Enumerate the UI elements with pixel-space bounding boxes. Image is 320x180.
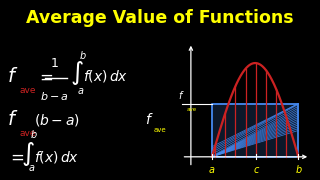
Text: ave: ave bbox=[20, 86, 36, 95]
Text: $(b-a)$: $(b-a)$ bbox=[34, 112, 80, 127]
Text: $f$: $f$ bbox=[145, 112, 153, 127]
Text: $f$: $f$ bbox=[7, 67, 19, 86]
Text: $a$: $a$ bbox=[77, 86, 84, 96]
Text: Average Value of Functions: Average Value of Functions bbox=[26, 9, 294, 27]
Text: c: c bbox=[254, 165, 259, 175]
Text: $b$: $b$ bbox=[79, 49, 87, 61]
Text: $f$: $f$ bbox=[178, 89, 185, 101]
Text: $a$: $a$ bbox=[28, 163, 36, 174]
Text: $1$: $1$ bbox=[50, 57, 59, 70]
Text: ave: ave bbox=[20, 129, 36, 138]
Text: $\int$: $\int$ bbox=[70, 59, 84, 87]
Text: $b-a$: $b-a$ bbox=[40, 91, 69, 102]
Text: $\int$: $\int$ bbox=[21, 140, 35, 168]
Bar bbox=[212, 103, 299, 157]
Text: $=$: $=$ bbox=[7, 148, 25, 166]
Text: $f(x)\,dx$: $f(x)\,dx$ bbox=[83, 68, 128, 84]
Text: $b$: $b$ bbox=[30, 128, 38, 140]
Text: ave: ave bbox=[186, 107, 196, 112]
Text: $f(x)\,dx$: $f(x)\,dx$ bbox=[34, 149, 80, 165]
Text: ave: ave bbox=[154, 127, 167, 133]
Text: $=$: $=$ bbox=[36, 67, 53, 85]
Text: $f$: $f$ bbox=[7, 110, 19, 129]
Text: b: b bbox=[295, 165, 301, 175]
Text: a: a bbox=[209, 165, 215, 175]
